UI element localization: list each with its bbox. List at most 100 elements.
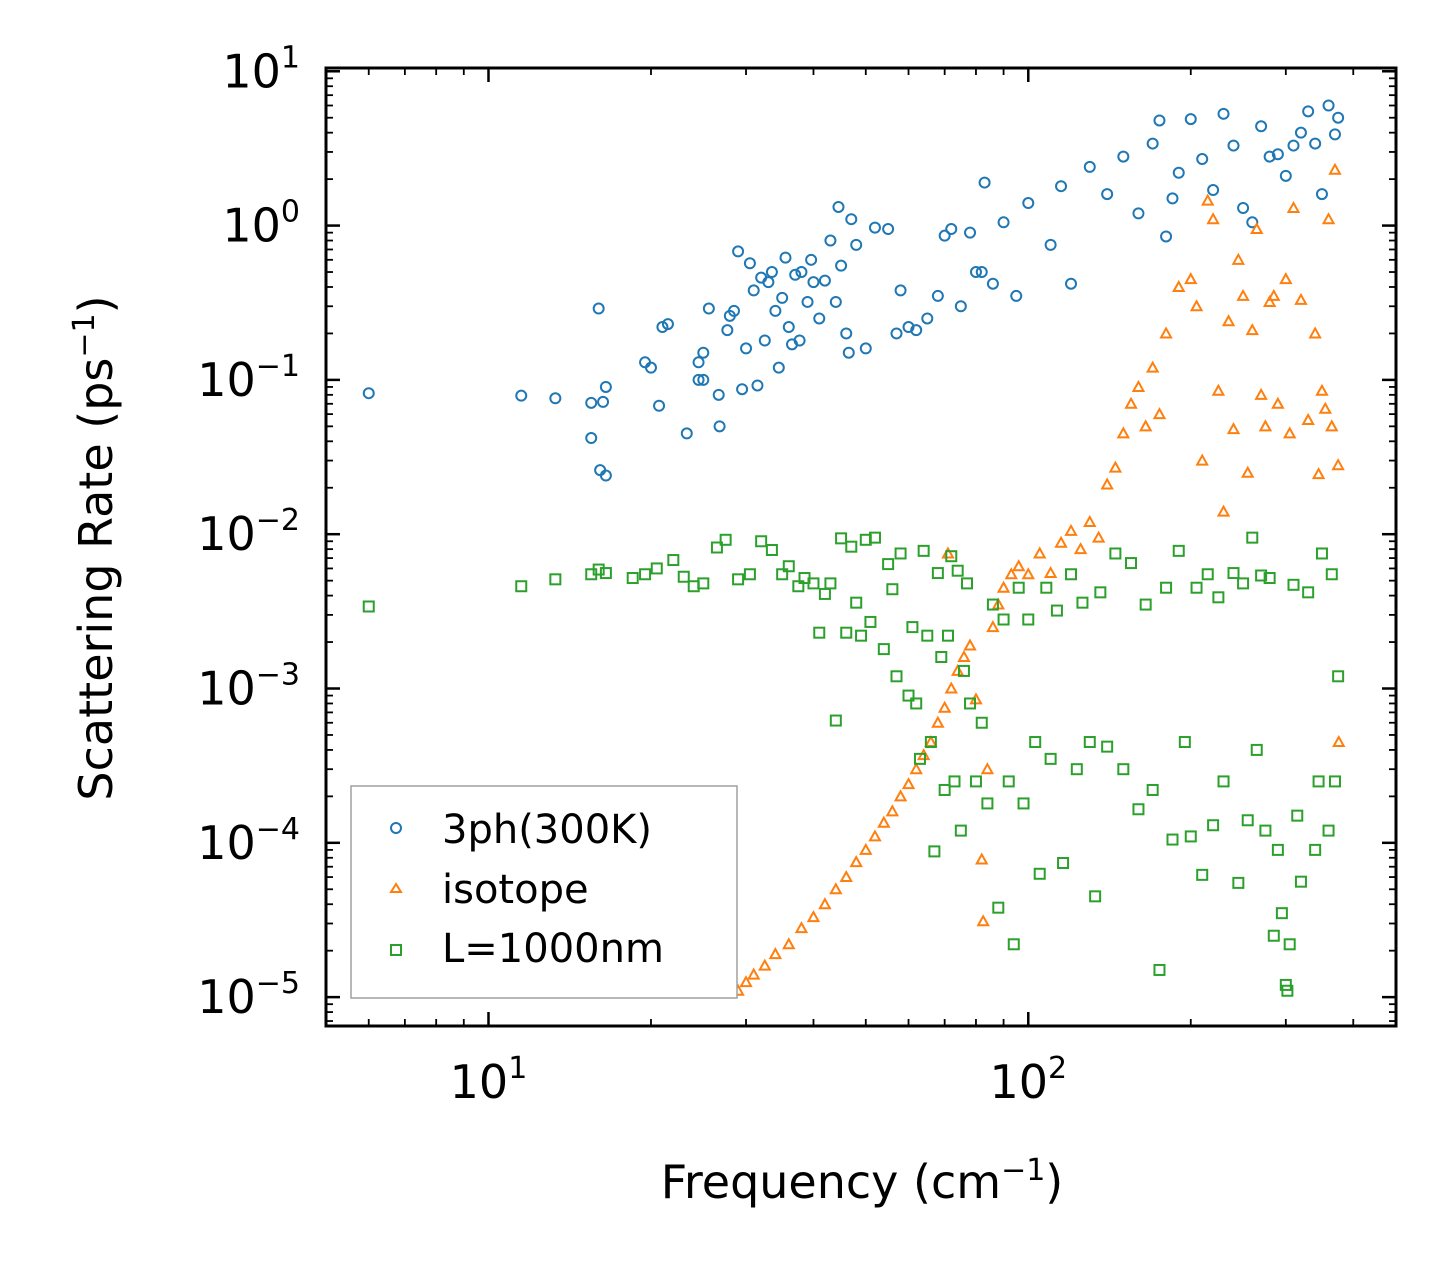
legend-label-3ph: 3ph(300K)	[442, 807, 652, 853]
data-point-L1000nm	[1271, 843, 1284, 856]
legend-label-isotope: isotope	[442, 867, 589, 913]
data-point-isotope	[1054, 535, 1068, 548]
data-point-L1000nm	[1322, 824, 1335, 837]
legend-marker-L1000nm	[390, 944, 402, 956]
data-point-L1000nm	[931, 567, 944, 580]
data-point-3ph	[1160, 230, 1173, 243]
data-point-isotope	[806, 910, 821, 923]
data-point-L1000nm	[975, 716, 988, 729]
data-point-L1000nm	[599, 567, 612, 580]
data-point-L1000nm	[997, 613, 1010, 626]
data-point-3ph	[1196, 153, 1209, 166]
data-point-isotope	[868, 829, 882, 842]
data-point-isotope	[909, 762, 923, 775]
data-point-isotope	[986, 620, 1000, 633]
x-axis-title: Frequency (cm−1)	[661, 1153, 1064, 1209]
data-point-isotope	[1331, 458, 1345, 471]
data-point-L1000nm	[954, 824, 967, 837]
data-point-isotope	[944, 681, 958, 694]
data-point-L1000nm	[1172, 544, 1185, 557]
data-point-isotope	[1091, 530, 1106, 543]
data-point-L1000nm	[1263, 572, 1276, 585]
data-point-3ph	[1172, 166, 1185, 179]
data-point-L1000nm	[986, 598, 999, 611]
data-point-3ph	[945, 223, 958, 236]
data-point-L1000nm	[1029, 736, 1042, 749]
data-point-L1000nm	[1294, 875, 1307, 888]
data-point-3ph	[789, 268, 802, 281]
legend-label-L1000nm: L=1000nm	[442, 926, 664, 972]
data-point-isotope	[1315, 383, 1329, 396]
data-point-3ph	[1227, 139, 1240, 152]
data-point-isotope	[794, 921, 809, 934]
data-point-3ph	[1146, 137, 1159, 150]
data-point-3ph	[938, 229, 951, 242]
data-point-L1000nm	[850, 596, 863, 609]
data-point-L1000nm	[835, 532, 848, 545]
data-point-isotope	[859, 842, 873, 855]
data-point-L1000nm	[1207, 819, 1220, 832]
data-point-3ph	[824, 234, 837, 247]
data-point-3ph	[1279, 169, 1292, 182]
data-point-3ph	[1328, 128, 1341, 141]
data-point-L1000nm	[1291, 809, 1304, 822]
data-point-isotope	[1250, 221, 1264, 235]
data-point-isotope	[1004, 567, 1018, 580]
data-point-3ph	[743, 257, 756, 270]
data-point-isotope	[924, 734, 938, 748]
data-point-L1000nm	[938, 783, 951, 796]
data-point-L1000nm	[1094, 586, 1107, 599]
data-point-3ph	[549, 392, 562, 405]
data-point-isotope	[849, 855, 863, 868]
data-point-3ph	[585, 396, 598, 409]
y-tick-label: 10−2	[197, 503, 300, 561]
data-point-3ph	[969, 266, 982, 279]
data-point-3ph	[832, 200, 845, 213]
data-point-3ph	[692, 373, 705, 386]
data-point-3ph	[1309, 137, 1322, 150]
data-point-L1000nm	[1283, 938, 1296, 951]
data-point-L1000nm	[969, 775, 982, 788]
data-point-L1000nm	[626, 572, 639, 585]
data-point-3ph	[1184, 113, 1197, 126]
data-point-L1000nm	[1101, 740, 1114, 753]
data-point-L1000nm	[1201, 568, 1214, 581]
data-point-L1000nm	[964, 697, 977, 710]
data-point-3ph	[801, 295, 814, 308]
data-point-L1000nm	[776, 568, 789, 581]
data-point-L1000nm	[1267, 929, 1280, 942]
data-point-3ph	[894, 284, 907, 297]
data-point-isotope	[1108, 460, 1123, 473]
data-point-isotope	[1064, 523, 1078, 536]
data-point-3ph	[736, 383, 749, 396]
data-point-L1000nm	[913, 752, 926, 765]
data-point-L1000nm	[1153, 963, 1166, 976]
data-point-3ph	[653, 399, 666, 412]
data-point-L1000nm	[362, 600, 375, 613]
data-point-3ph	[697, 346, 710, 359]
data-point-L1000nm	[1190, 581, 1203, 594]
data-point-3ph	[793, 334, 806, 347]
data-point-isotope	[739, 975, 753, 988]
data-point-3ph	[692, 356, 705, 369]
data-point-L1000nm	[877, 643, 890, 656]
data-point-L1000nm	[549, 573, 562, 586]
data-point-L1000nm	[941, 629, 954, 642]
data-point-L1000nm	[719, 533, 732, 546]
data-point-L1000nm	[1017, 797, 1030, 810]
data-point-3ph	[721, 324, 734, 337]
data-point-3ph	[697, 373, 710, 386]
data-point-3ph	[829, 295, 842, 308]
data-point-3ph	[986, 277, 999, 290]
data-point-3ph	[362, 387, 375, 400]
data-point-3ph	[1083, 160, 1096, 173]
data-point-3ph	[758, 334, 771, 347]
data-point-L1000nm	[981, 797, 994, 810]
data-point-isotope	[1231, 252, 1246, 265]
y-tick-labels: 101 100 10−1 10−2 10−3 10−4 10−5	[197, 40, 300, 1024]
x-tick-label: 101	[450, 1051, 528, 1109]
data-point-isotope	[1131, 379, 1146, 392]
data-point-isotope	[1332, 734, 1346, 748]
data-point-3ph	[902, 321, 915, 334]
data-point-isotope	[1043, 565, 1058, 579]
